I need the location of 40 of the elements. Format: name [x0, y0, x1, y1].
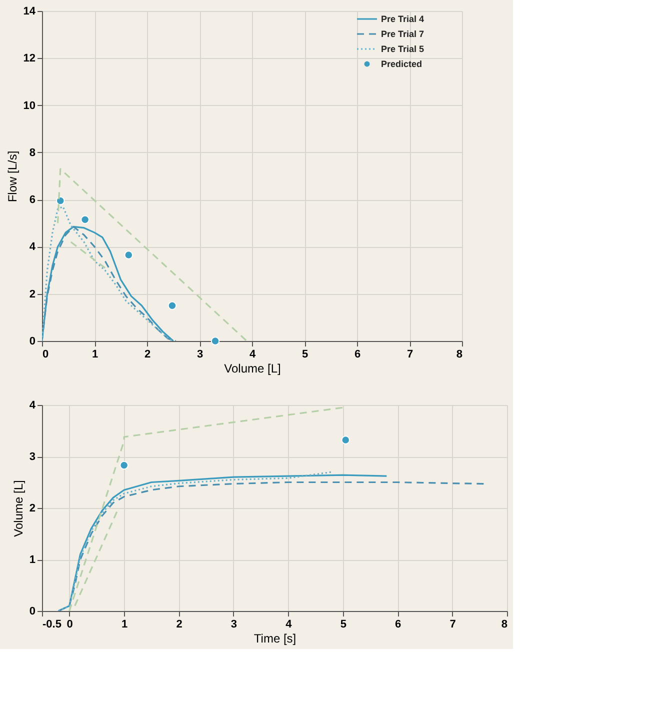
legend-label: Pre Trial 5: [381, 44, 424, 54]
x-axis-title: Time [s]: [254, 632, 296, 646]
x-tick-label: 4: [249, 348, 256, 360]
y-tick-label: 0: [29, 336, 36, 348]
x-tick-label: 3: [196, 348, 204, 360]
x-tick-label: 2: [176, 618, 182, 630]
y-tick-label: 4: [29, 241, 36, 254]
y-tick-label: 8: [29, 146, 36, 159]
y-tick-label: 14: [23, 6, 36, 18]
x-tick-label: 7: [450, 618, 456, 630]
x-tick-label: 2: [144, 348, 151, 360]
y-axis-title: Volume [L]: [11, 480, 26, 537]
y-tick-label: 10: [23, 100, 36, 112]
x-tick-label: 6: [354, 348, 361, 360]
legend-label: Pre Trial 4: [381, 14, 424, 24]
x-tick-label: 1: [92, 348, 98, 360]
y-tick-label: 2: [29, 502, 36, 514]
y-tick-label: 0: [29, 606, 36, 618]
y-tick-label: 1: [29, 554, 36, 566]
x-tick-label: 6: [395, 618, 402, 630]
y-tick-label: 3: [29, 451, 36, 463]
x-tick-label: 5: [302, 348, 308, 360]
x-axis-title: Volume [L]: [224, 362, 281, 376]
x-tick-label: 0: [66, 618, 73, 630]
legend-label: Predicted: [381, 59, 422, 69]
x-tick-label: 8: [501, 618, 508, 630]
x-tick-label: 5: [340, 618, 346, 630]
x-tick-label: -0.5: [42, 618, 62, 630]
legend-label: Pre Trial 7: [381, 29, 424, 39]
y-tick-label: 12: [23, 52, 36, 65]
x-tick-label: 8: [456, 348, 462, 360]
x-tick-label: 7: [406, 348, 414, 360]
x-tick-label: 0: [42, 348, 49, 360]
x-tick-label: 3: [230, 618, 238, 630]
y-tick-label: 4: [29, 400, 36, 412]
y-tick-label: 2: [29, 288, 36, 300]
y-tick-label: 6: [29, 194, 36, 206]
x-tick-label: 4: [286, 618, 293, 630]
x-tick-label: 1: [121, 618, 128, 630]
y-axis-title: Flow [L/s]: [5, 150, 20, 202]
